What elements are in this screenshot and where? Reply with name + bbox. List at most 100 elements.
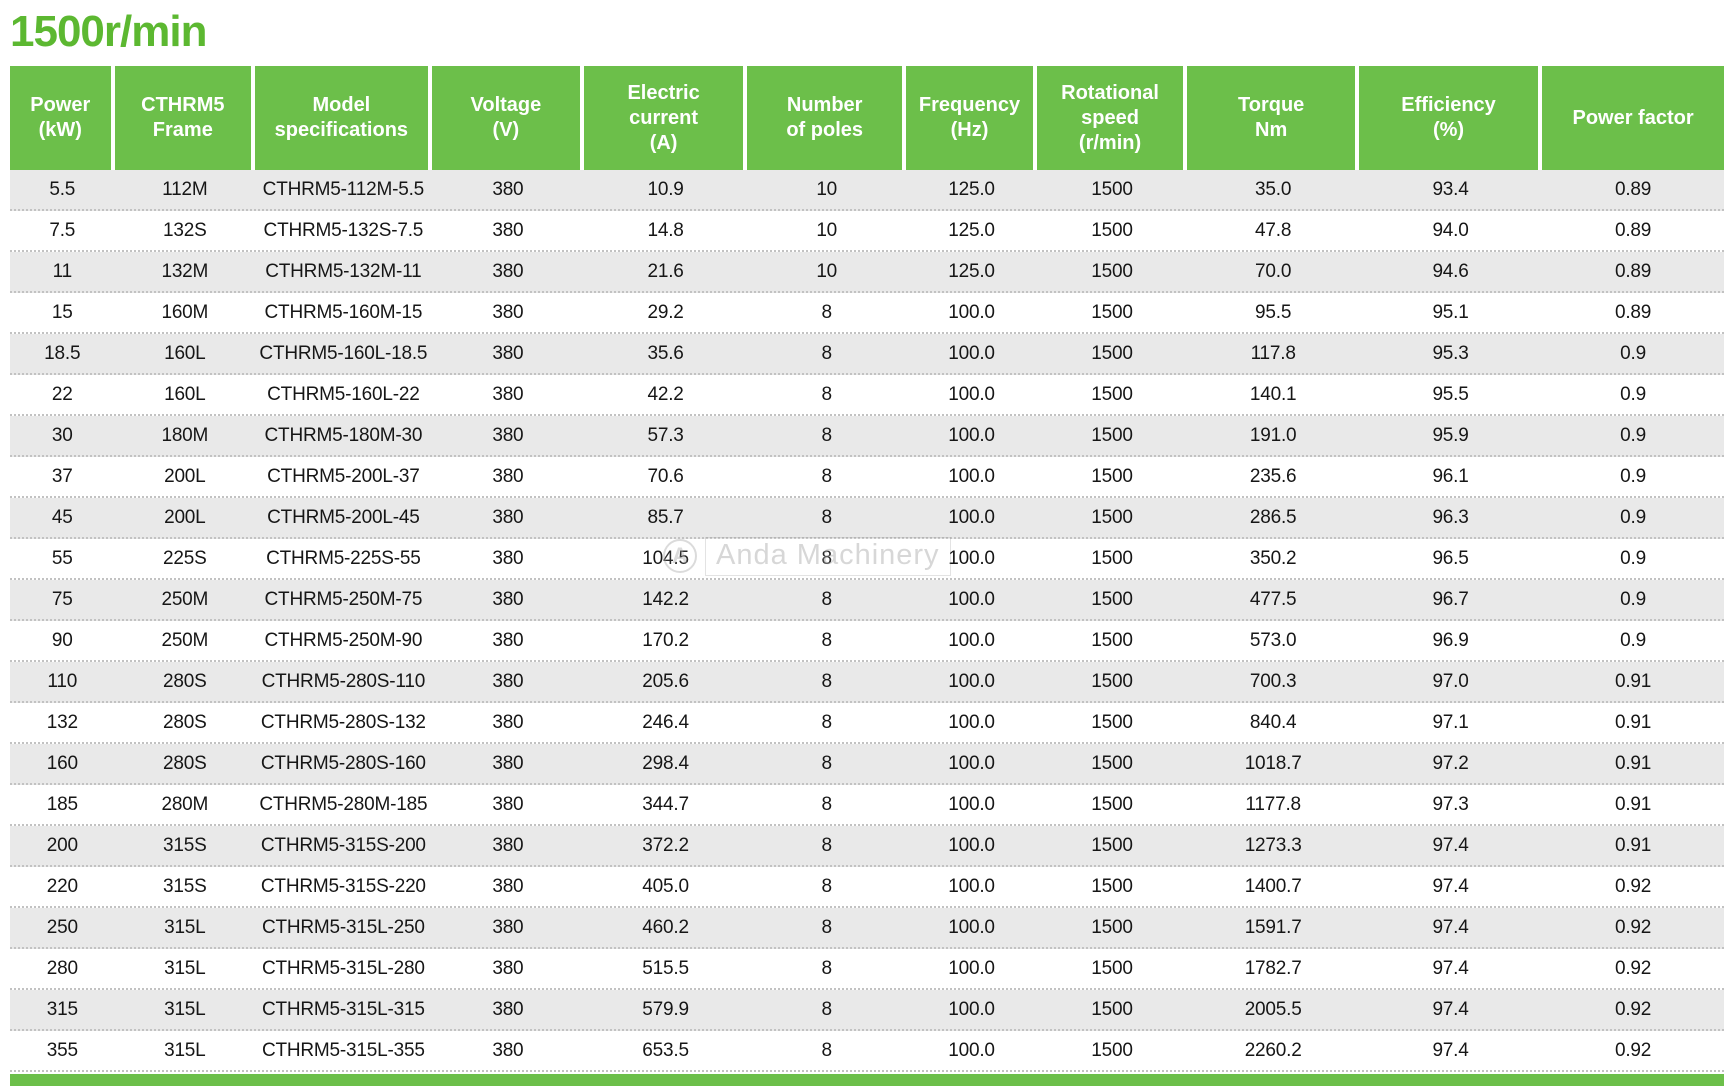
cell-poles: 8 [821, 916, 832, 938]
cell-frame: 315L [164, 998, 206, 1020]
cell-efficiency: 97.4 [1432, 1039, 1469, 1061]
cell-voltage: 380 [492, 711, 524, 733]
cell-power-factor: 0.92 [1614, 875, 1652, 897]
cell-frequency: 100.0 [948, 875, 995, 897]
cell-speed: 1500 [1091, 260, 1133, 282]
table-row: 37 200L CTHRM5-200L-37 380 70.6 8 100.0 1500 235… [10, 457, 1724, 499]
cell-frequency: 100.0 [948, 506, 995, 528]
cell-poles: 8 [821, 506, 832, 528]
table-row: 55 225S CTHRM5-225S-55 380 104.5 8 100.0 1500 35… [10, 539, 1724, 581]
cell-frequency: 100.0 [948, 957, 995, 979]
table-row: 5.5 112M CTHRM5-112M-5.5 380 10.9 10 125.0 1500… [10, 170, 1724, 212]
cell-poles: 8 [821, 424, 832, 446]
cell-frequency: 125.0 [948, 219, 995, 241]
cell-poles: 8 [821, 670, 832, 692]
table-row: 355 315L CTHRM5-315L-355 380 653.5 8 100.0 1500… [10, 1031, 1724, 1073]
cell-power: 200 [46, 834, 78, 856]
cell-voltage: 380 [492, 834, 524, 856]
cell-frame: 132S [163, 219, 207, 241]
cell-frequency: 100.0 [948, 629, 995, 651]
cell-current: 405.0 [642, 875, 689, 897]
cell-frequency: 100.0 [948, 547, 995, 569]
cell-speed: 1500 [1091, 178, 1133, 200]
cell-torque: 70.0 [1255, 260, 1292, 282]
cell-model: CTHRM5-315L-355 [261, 1039, 425, 1061]
cell-frame: 160L [164, 342, 206, 364]
cell-efficiency: 97.4 [1432, 875, 1469, 897]
cell-frame: 112M [162, 178, 208, 200]
cell-power: 55 [51, 547, 73, 569]
cell-speed: 1500 [1091, 301, 1133, 323]
column-header-power: Power (kW) [10, 66, 115, 171]
column-header-torque: Torque Nm [1187, 66, 1359, 171]
cell-power-factor: 0.89 [1614, 178, 1652, 200]
cell-frame: 315L [164, 957, 206, 979]
cell-power-factor: 0.89 [1614, 219, 1652, 241]
column-header-current: Electric current (A) [584, 66, 747, 171]
cell-efficiency: 97.4 [1432, 916, 1469, 938]
cell-power-factor: 0.9 [1620, 342, 1646, 364]
cell-speed: 1500 [1091, 752, 1133, 774]
cell-speed: 1500 [1091, 834, 1133, 856]
cell-frequency: 100.0 [948, 793, 995, 815]
cell-torque: 840.4 [1249, 711, 1297, 733]
column-header-power-factor: Power factor [1542, 66, 1724, 171]
cell-power: 15 [51, 301, 73, 323]
cell-torque: 191.0 [1249, 424, 1297, 446]
cell-speed: 1500 [1091, 465, 1133, 487]
cell-speed: 1500 [1091, 342, 1133, 364]
cell-frequency: 100.0 [948, 998, 995, 1020]
motor-spec-table: Power (kW) CTHRM5 Frame Model specificatio… [10, 66, 1724, 1086]
cell-current: 246.4 [642, 711, 689, 733]
cell-poles: 8 [821, 342, 832, 364]
cell-poles: 8 [821, 793, 832, 815]
cell-voltage: 380 [492, 670, 524, 692]
cell-current: 344.7 [642, 793, 689, 815]
cell-frame: 180M [161, 424, 209, 446]
cell-poles: 8 [821, 834, 832, 856]
cell-power-factor: 0.91 [1614, 711, 1652, 733]
cell-current: 10.9 [647, 178, 684, 200]
cell-frequency: 125.0 [948, 260, 995, 282]
cell-voltage: 380 [492, 219, 524, 241]
cell-power: 45 [51, 506, 73, 528]
table-row: 132 280S CTHRM5-280S-132 380 246.4 8 100.0 1500… [10, 703, 1724, 745]
cell-voltage: 380 [492, 793, 524, 815]
cell-torque: 350.2 [1249, 547, 1297, 569]
cell-current: 42.2 [647, 383, 684, 405]
cell-model: CTHRM5-315L-250 [261, 916, 425, 938]
cell-efficiency: 96.1 [1432, 465, 1469, 487]
cell-power: 160 [46, 752, 78, 774]
column-header-efficiency: Efficiency (%) [1358, 66, 1543, 171]
cell-voltage: 380 [492, 506, 524, 528]
cell-power-factor: 0.91 [1614, 670, 1652, 692]
column-header-frequency: Frequency (Hz) [906, 66, 1037, 171]
table-row: 45 200L CTHRM5-200L-45 380 85.7 8 100.0 1500 286… [10, 498, 1724, 540]
cell-torque: 235.6 [1249, 465, 1297, 487]
cell-model: CTHRM5-315S-200 [260, 834, 426, 856]
cell-power-factor: 0.91 [1614, 834, 1652, 856]
cell-model: CTHRM5-160L-18.5 [259, 342, 428, 364]
cell-model: CTHRM5-315L-280 [261, 957, 425, 979]
cell-voltage: 380 [492, 957, 524, 979]
cell-poles: 8 [821, 998, 832, 1020]
cell-power-factor: 0.9 [1620, 506, 1646, 528]
cell-efficiency: 96.7 [1432, 588, 1469, 610]
cell-torque: 1782.7 [1244, 957, 1302, 979]
cell-model: CTHRM5-250M-90 [264, 629, 423, 651]
cell-speed: 1500 [1091, 793, 1133, 815]
cell-poles: 10 [816, 219, 838, 241]
cell-poles: 8 [821, 588, 832, 610]
cell-power-factor: 0.9 [1620, 588, 1646, 610]
cell-power: 7.5 [49, 219, 76, 241]
cell-efficiency: 97.0 [1432, 670, 1469, 692]
cell-current: 104.5 [642, 547, 689, 569]
cell-power: 22 [51, 383, 73, 405]
cell-frame: 280S [163, 752, 207, 774]
cell-poles: 8 [821, 301, 832, 323]
cell-model: CTHRM5-280M-185 [259, 793, 428, 815]
cell-current: 14.8 [647, 219, 684, 241]
cell-speed: 1500 [1091, 670, 1133, 692]
cell-speed: 1500 [1091, 506, 1133, 528]
